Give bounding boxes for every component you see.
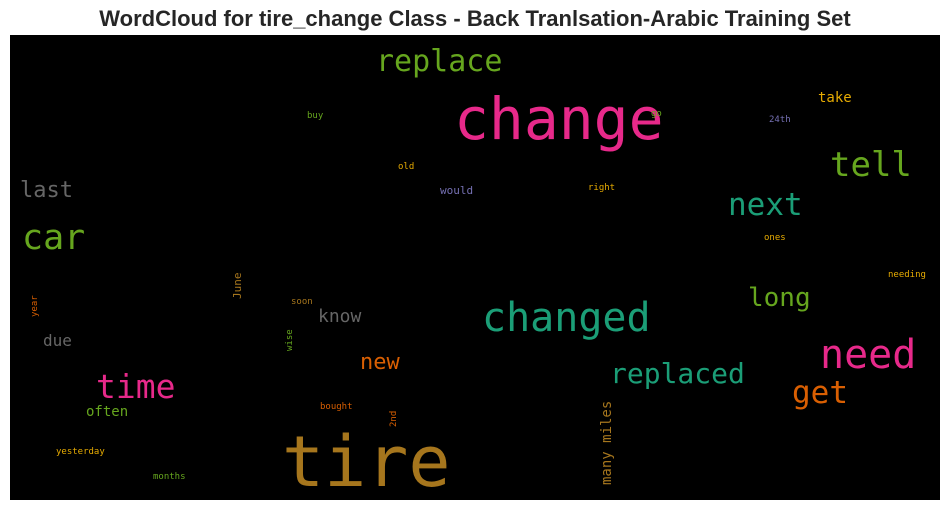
word-new: new bbox=[360, 350, 400, 375]
word-needing: needing bbox=[888, 270, 926, 280]
word-car: car bbox=[22, 218, 86, 258]
word-would: would bbox=[440, 184, 474, 197]
word-months: months bbox=[153, 472, 186, 482]
word-year: year bbox=[30, 295, 40, 317]
page-title: WordCloud for tire_change Class - Back T… bbox=[99, 6, 851, 31]
word-2nd: 2nd bbox=[389, 410, 399, 427]
word-24th: 24th bbox=[769, 115, 791, 125]
word-ones: ones bbox=[764, 233, 786, 243]
word-know: know bbox=[318, 306, 362, 327]
word-tell: tell bbox=[830, 145, 912, 185]
word-many-miles: many miles bbox=[599, 400, 615, 485]
word-next: next bbox=[728, 187, 803, 223]
word-long: long bbox=[748, 283, 811, 313]
word-go: go bbox=[651, 109, 662, 119]
word-tire: tire bbox=[282, 421, 451, 500]
word-june: June bbox=[231, 272, 244, 300]
word-old: old bbox=[398, 162, 415, 172]
word-change: change bbox=[454, 85, 664, 153]
word-get: get bbox=[792, 375, 848, 411]
wordcloud-canvas: change tire changed need replace tell ne… bbox=[10, 35, 940, 500]
word-often: often bbox=[86, 404, 129, 420]
word-changed: changed bbox=[482, 295, 651, 341]
word-replace: replace bbox=[376, 44, 503, 79]
word-yesterday: yesterday bbox=[56, 447, 105, 457]
word-bought: bought bbox=[320, 402, 353, 412]
word-take: take bbox=[818, 90, 852, 106]
word-replaced: replaced bbox=[610, 357, 745, 390]
word-buy: buy bbox=[307, 111, 324, 121]
word-soon: soon bbox=[291, 297, 313, 307]
word-time: time bbox=[96, 367, 176, 406]
word-need: need bbox=[820, 332, 917, 378]
word-last: last bbox=[20, 178, 73, 203]
word-right: right bbox=[588, 183, 616, 193]
word-due: due bbox=[43, 331, 72, 350]
word-wise: wise bbox=[285, 329, 295, 351]
